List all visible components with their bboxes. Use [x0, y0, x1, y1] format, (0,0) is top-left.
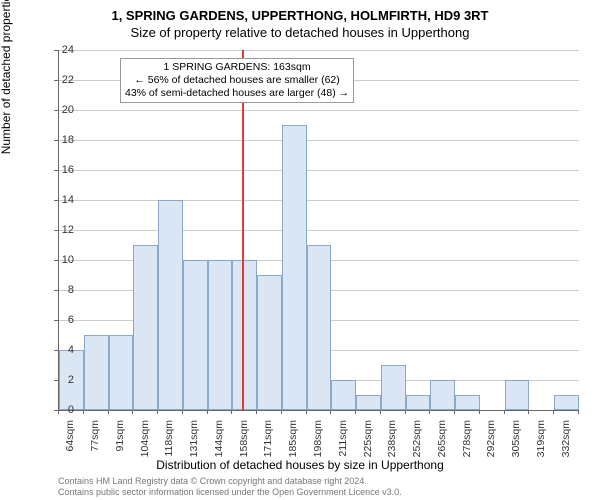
x-tick-mark — [157, 410, 158, 414]
gridline — [59, 140, 579, 141]
x-tick-mark — [281, 410, 282, 414]
histogram-bar — [430, 380, 455, 410]
y-tick-mark — [54, 140, 58, 141]
x-tick-label: 64sqm — [64, 420, 76, 470]
annotation-line: 1 SPRING GARDENS: 163sqm — [125, 61, 349, 74]
x-tick-label: 292sqm — [485, 420, 497, 470]
x-tick-mark — [479, 410, 480, 414]
x-tick-label: 225sqm — [362, 420, 374, 470]
x-tick-label: 185sqm — [287, 420, 299, 470]
histogram-bar — [183, 260, 208, 410]
x-tick-label: 278sqm — [461, 420, 473, 470]
histogram-bar — [331, 380, 356, 410]
annotation-line: 43% of semi-detached houses are larger (… — [125, 87, 349, 100]
x-tick-mark — [330, 410, 331, 414]
y-tick-mark — [54, 320, 58, 321]
x-tick-label: 171sqm — [262, 420, 274, 470]
x-tick-mark — [231, 410, 232, 414]
annotation-line: ← 56% of detached houses are smaller (62… — [125, 74, 349, 87]
histogram-bar — [554, 395, 579, 410]
x-tick-mark — [256, 410, 257, 414]
y-tick-mark — [54, 230, 58, 231]
gridline — [59, 230, 579, 231]
y-tick-mark — [54, 260, 58, 261]
footer-text: Contains HM Land Registry data © Crown c… — [58, 476, 402, 498]
reference-line — [242, 50, 244, 410]
x-tick-mark — [405, 410, 406, 414]
x-tick-mark — [83, 410, 84, 414]
x-tick-label: 104sqm — [139, 420, 151, 470]
y-tick-mark — [54, 50, 58, 51]
histogram-bar — [282, 125, 307, 410]
histogram-bar — [133, 245, 158, 410]
histogram-bar — [381, 365, 406, 410]
gridline — [59, 200, 579, 201]
x-tick-label: 252sqm — [411, 420, 423, 470]
x-tick-label: 91sqm — [114, 420, 126, 470]
x-tick-label: 131sqm — [188, 420, 200, 470]
histogram-bar — [307, 245, 332, 410]
x-tick-mark — [182, 410, 183, 414]
x-tick-label: 144sqm — [213, 420, 225, 470]
y-tick-mark — [54, 200, 58, 201]
x-tick-label: 211sqm — [337, 420, 349, 470]
y-tick-mark — [54, 350, 58, 351]
histogram-bar — [109, 335, 134, 410]
x-tick-label: 265sqm — [436, 420, 448, 470]
x-tick-mark — [207, 410, 208, 414]
y-tick-mark — [54, 380, 58, 381]
x-tick-mark — [108, 410, 109, 414]
histogram-bar — [455, 395, 480, 410]
x-tick-label: 118sqm — [163, 420, 175, 470]
y-tick-mark — [54, 80, 58, 81]
histogram-bar — [158, 200, 183, 410]
histogram-bar — [232, 260, 257, 410]
x-tick-label: 238sqm — [386, 420, 398, 470]
histogram-bar — [257, 275, 282, 410]
x-tick-label: 319sqm — [535, 420, 547, 470]
x-tick-mark — [454, 410, 455, 414]
x-tick-label: 305sqm — [510, 420, 522, 470]
chart-title: 1, SPRING GARDENS, UPPERTHONG, HOLMFIRTH… — [0, 0, 600, 23]
y-tick-mark — [54, 110, 58, 111]
gridline — [59, 170, 579, 171]
x-tick-label: 198sqm — [312, 420, 324, 470]
gridline — [59, 50, 579, 51]
x-tick-mark — [578, 410, 579, 414]
histogram-bar — [356, 395, 381, 410]
gridline — [59, 110, 579, 111]
x-tick-mark — [132, 410, 133, 414]
x-tick-label: 77sqm — [89, 420, 101, 470]
y-tick-mark — [54, 170, 58, 171]
x-tick-mark — [306, 410, 307, 414]
x-tick-mark — [58, 410, 59, 414]
x-tick-label: 332sqm — [560, 420, 572, 470]
histogram-bar — [208, 260, 233, 410]
x-tick-mark — [355, 410, 356, 414]
y-axis-label: Number of detached properties — [0, 0, 13, 154]
annotation-box: 1 SPRING GARDENS: 163sqm ← 56% of detach… — [120, 58, 354, 103]
x-tick-mark — [528, 410, 529, 414]
histogram-bar — [84, 335, 109, 410]
x-tick-mark — [380, 410, 381, 414]
histogram-bar — [505, 380, 530, 410]
plot-area — [58, 50, 579, 411]
footer-line: Contains public sector information licen… — [58, 487, 402, 498]
histogram-bar — [406, 395, 431, 410]
footer-line: Contains HM Land Registry data © Crown c… — [58, 476, 402, 487]
x-tick-mark — [553, 410, 554, 414]
chart-subtitle: Size of property relative to detached ho… — [0, 23, 600, 40]
x-tick-mark — [429, 410, 430, 414]
y-tick-mark — [54, 290, 58, 291]
x-tick-mark — [504, 410, 505, 414]
chart-container: 1, SPRING GARDENS, UPPERTHONG, HOLMFIRTH… — [0, 0, 600, 500]
x-tick-label: 158sqm — [238, 420, 250, 470]
